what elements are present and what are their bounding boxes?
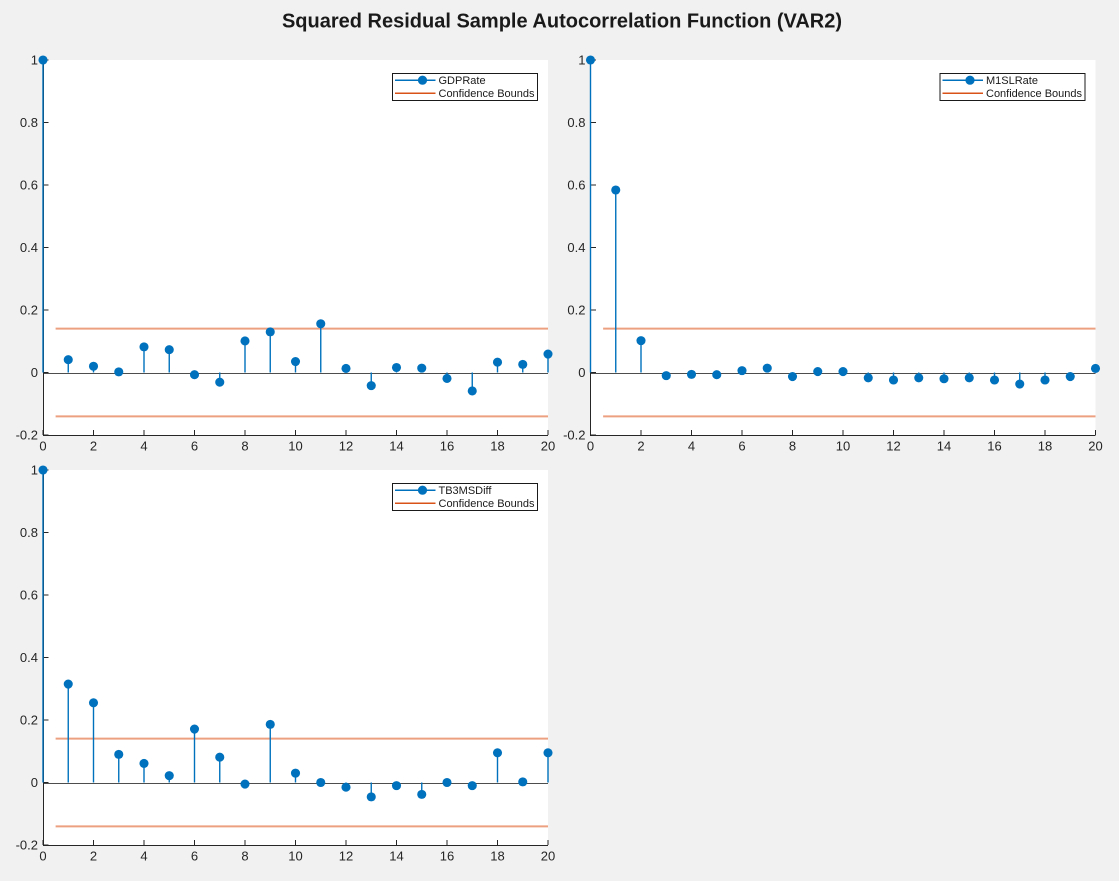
- svg-text:0.8: 0.8: [20, 525, 38, 540]
- svg-text:16: 16: [987, 439, 1001, 454]
- svg-text:4: 4: [688, 439, 695, 454]
- svg-text:0.2: 0.2: [567, 303, 585, 318]
- svg-text:0.4: 0.4: [20, 650, 38, 665]
- svg-text:0: 0: [39, 439, 46, 454]
- svg-text:Confidence Bounds: Confidence Bounds: [439, 498, 536, 510]
- svg-text:20: 20: [541, 439, 555, 454]
- svg-text:12: 12: [339, 849, 353, 864]
- svg-text:-0.2: -0.2: [16, 428, 38, 443]
- svg-text:12: 12: [339, 439, 353, 454]
- svg-text:14: 14: [389, 849, 403, 864]
- svg-text:0.6: 0.6: [20, 178, 38, 193]
- svg-text:16: 16: [440, 439, 454, 454]
- svg-text:8: 8: [241, 849, 248, 864]
- svg-text:16: 16: [440, 849, 454, 864]
- svg-text:0.2: 0.2: [20, 713, 38, 728]
- svg-text:2: 2: [637, 439, 644, 454]
- svg-text:20: 20: [1088, 439, 1102, 454]
- svg-text:6: 6: [738, 439, 745, 454]
- svg-text:10: 10: [836, 439, 850, 454]
- svg-text:Confidence Bounds: Confidence Bounds: [439, 88, 536, 100]
- svg-text:20: 20: [541, 849, 555, 864]
- svg-text:18: 18: [1038, 439, 1052, 454]
- svg-text:8: 8: [789, 439, 796, 454]
- svg-text:18: 18: [490, 849, 504, 864]
- svg-text:6: 6: [191, 439, 198, 454]
- svg-text:18: 18: [490, 439, 504, 454]
- svg-text:0: 0: [39, 849, 46, 864]
- svg-text:4: 4: [140, 439, 147, 454]
- svg-text:10: 10: [288, 849, 302, 864]
- svg-text:2: 2: [90, 849, 97, 864]
- svg-text:14: 14: [937, 439, 951, 454]
- svg-text:0: 0: [578, 365, 585, 380]
- svg-text:0.4: 0.4: [567, 240, 585, 255]
- svg-text:12: 12: [886, 439, 900, 454]
- svg-text:-0.2: -0.2: [563, 428, 585, 443]
- svg-text:0: 0: [587, 439, 594, 454]
- svg-text:14: 14: [389, 439, 403, 454]
- svg-text:0.4: 0.4: [20, 240, 38, 255]
- svg-text:10: 10: [288, 439, 302, 454]
- svg-text:Squared Residual Sample Autoco: Squared Residual Sample Autocorrelation …: [282, 11, 842, 33]
- svg-text:1: 1: [31, 463, 38, 478]
- svg-text:6: 6: [191, 849, 198, 864]
- svg-text:0: 0: [31, 775, 38, 790]
- svg-text:Confidence Bounds: Confidence Bounds: [986, 88, 1083, 100]
- svg-text:0: 0: [31, 365, 38, 380]
- svg-text:GDPRate: GDPRate: [439, 75, 486, 87]
- svg-text:0.6: 0.6: [567, 178, 585, 193]
- svg-text:4: 4: [140, 849, 147, 864]
- svg-text:0.8: 0.8: [567, 115, 585, 130]
- svg-text:0.2: 0.2: [20, 303, 38, 318]
- svg-text:0.6: 0.6: [20, 588, 38, 603]
- svg-text:1: 1: [31, 53, 38, 68]
- svg-text:8: 8: [241, 439, 248, 454]
- svg-text:2: 2: [90, 439, 97, 454]
- svg-text:TB3MSDiff: TB3MSDiff: [439, 485, 493, 497]
- svg-text:M1SLRate: M1SLRate: [986, 75, 1038, 87]
- svg-text:-0.2: -0.2: [16, 838, 38, 853]
- svg-text:1: 1: [578, 53, 585, 68]
- svg-text:0.8: 0.8: [20, 115, 38, 130]
